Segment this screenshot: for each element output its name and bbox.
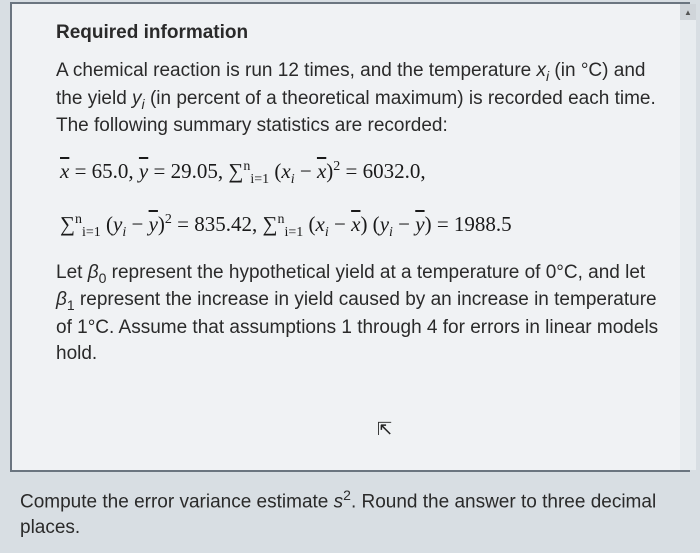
beta0: β	[88, 262, 99, 283]
s-sup: 2	[343, 487, 351, 503]
sum-xy-xi: x	[316, 212, 325, 236]
prompt-1: Compute the error variance estimate	[20, 492, 334, 513]
math-line2: ∑ni=1 (yi − y)2 = 835.42, ∑ni=1 (xi − x)…	[60, 206, 660, 245]
sum-xy-b1: (	[303, 212, 315, 236]
sum-xy: ∑	[263, 212, 278, 236]
sum-xx-sub: i=1	[250, 172, 269, 187]
sum-xy-yi: y	[380, 212, 389, 236]
let-1: Let	[56, 262, 88, 283]
sum-xx: ∑	[228, 159, 243, 183]
sum-xx-b1: (	[269, 159, 281, 183]
prompt-paragraph: Compute the error variance estimate s2. …	[20, 486, 680, 541]
let-3: represent the increase in yield caused b…	[56, 289, 658, 363]
sum-xy-b5: ) = 1988.5	[425, 212, 512, 236]
sum-yy-b2: −	[126, 212, 148, 236]
sum-yy-sup: n	[75, 212, 82, 227]
sum-yy-sub: i=1	[82, 226, 101, 241]
ybar-val: = 29.05,	[148, 159, 228, 183]
sum-yy: ∑	[60, 212, 75, 236]
sum-xx-val: = 6032.0,	[340, 159, 425, 183]
sum-xy-ybar: y	[415, 212, 424, 236]
sum-xy-b4: −	[393, 212, 415, 236]
sum-xx-xi: x	[281, 159, 290, 183]
ybar: y	[139, 159, 148, 183]
sum-yy-ybar: y	[149, 212, 158, 236]
sum-yy-b3: )	[158, 212, 165, 236]
sum-xx-xbar: x	[317, 159, 326, 183]
sum-xx-b2: −	[295, 159, 317, 183]
question-box: ▲ Required information A chemical reacti…	[10, 2, 690, 472]
sum-xy-sup: n	[278, 212, 285, 227]
xbar: x	[60, 159, 69, 183]
scrollbar[interactable]: ▲	[680, 4, 696, 470]
beta1-sub: 1	[67, 297, 75, 313]
xi-var: x	[537, 60, 547, 81]
intro-text-1: A chemical reaction is run 12 times, and…	[56, 60, 537, 81]
sum-yy-val: = 835.42,	[172, 212, 263, 236]
sum-yy-yi: y	[113, 212, 122, 236]
xbar-val: = 65.0,	[69, 159, 139, 183]
let-paragraph: Let β0 represent the hypothetical yield …	[56, 260, 660, 367]
sum-yy-pow: 2	[165, 212, 172, 227]
sum-xy-b2: −	[329, 212, 351, 236]
sum-xy-b3: ) (	[360, 212, 379, 236]
sum-yy-b1: (	[101, 212, 113, 236]
intro-text-3: (in percent of a theoretical maximum) is…	[56, 88, 656, 137]
section-heading: Required information	[56, 22, 660, 44]
beta1: β	[56, 289, 67, 310]
sum-xy-sub: i=1	[285, 226, 304, 241]
s-var: s	[334, 492, 344, 513]
math-line1: x = 65.0, y = 29.05, ∑ni=1 (xi − x)2 = 6…	[60, 153, 660, 192]
let-2: represent the hypothetical yield at a te…	[106, 262, 645, 283]
cursor-icon: ⇱	[377, 419, 392, 440]
scroll-up-icon[interactable]: ▲	[680, 4, 696, 20]
intro-paragraph: A chemical reaction is run 12 times, and…	[56, 58, 660, 139]
yi-var: y	[132, 88, 142, 109]
